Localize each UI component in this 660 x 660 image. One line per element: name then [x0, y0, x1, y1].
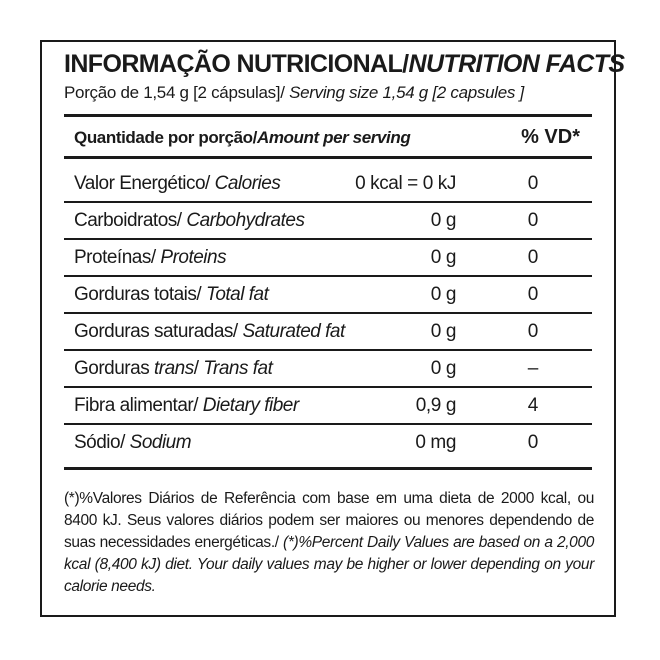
footnote-en: (*)%Percent Daily Values are based on a …	[64, 534, 594, 595]
nutrient-name: Sódio/ Sodium	[74, 432, 192, 454]
column-header-vd: % VD*	[521, 126, 580, 148]
title-en: NUTRITION FACTS	[408, 50, 626, 78]
nutrient-vd: –	[527, 358, 539, 379]
nutrient-name: Valor Energético/ Calories	[74, 173, 281, 195]
nutrient-amount: 0 g	[430, 321, 457, 342]
footnote-divider	[64, 467, 592, 470]
column-header-amount: Quantidade por porção/Amount per serving	[74, 128, 411, 148]
serving-pt: Porção de 1,54 g [2 cápsulas]/	[64, 83, 290, 102]
nutrient-amount: 0 g	[430, 210, 457, 231]
nutrient-name-en: Saturated fat	[242, 321, 345, 342]
nutrient-row-saturated-fat: Gorduras saturadas/ Saturated fat 0 g 0	[64, 314, 592, 351]
nutrient-vd: 0	[527, 284, 539, 305]
row-divider	[64, 423, 592, 425]
nutrient-name: Gorduras totais/ Total fat	[74, 284, 269, 306]
column-header-pt: Quantidade por porção/	[74, 128, 257, 147]
row-divider	[64, 312, 592, 314]
row-divider	[64, 386, 592, 388]
serving-size: Porção de 1,54 g [2 cápsulas]/ Serving s…	[64, 83, 524, 103]
nutrient-name-pt: Gorduras	[74, 358, 154, 379]
nutrient-amount: 0 g	[430, 284, 457, 305]
row-divider	[64, 201, 592, 203]
nutrient-row-carbohydrates: Carboidratos/ Carbohydrates 0 g 0	[64, 203, 592, 240]
nutrient-name-en: Carbohydrates	[186, 210, 305, 231]
serving-en: Serving size 1,54 g [2 capsules ]	[289, 83, 524, 102]
nutrient-row-trans-fat: Gorduras trans/ Trans fat 0 g –	[64, 351, 592, 388]
nutrient-vd: 4	[527, 395, 539, 416]
nutrient-vd: 0	[527, 321, 539, 342]
nutrient-name-en: Total fat	[205, 284, 269, 305]
nutrient-name-pt: Sódio/	[74, 432, 130, 453]
nutrient-amount: 0 kcal = 0 kJ	[355, 173, 456, 194]
nutrient-name-pt: Gorduras totais/	[74, 284, 206, 305]
nutrient-name: Proteínas/ Proteins	[74, 247, 227, 269]
row-divider	[64, 238, 592, 240]
nutrient-name-en: Dietary fiber	[202, 395, 299, 416]
nutrient-name-en: Sodium	[129, 432, 192, 453]
row-divider	[64, 349, 592, 351]
nutrient-name-pt: Proteínas/	[74, 247, 161, 268]
footnote: (*)%Valores Diários de Referência com ba…	[64, 488, 594, 598]
row-divider	[64, 275, 592, 277]
label-title: INFORMAÇÃO NUTRICIONAL/NUTRITION FACTS	[64, 50, 625, 79]
nutrient-name-pt: Valor Energético/	[74, 173, 215, 194]
nutrient-name-pt: Fibra alimentar/	[74, 395, 203, 416]
title-pt: INFORMAÇÃO NUTRICIONAL/	[64, 50, 409, 78]
nutrient-row-proteins: Proteínas/ Proteins 0 g 0	[64, 240, 592, 277]
nutrient-name-en: Trans fat	[203, 358, 273, 379]
nutrient-vd: 0	[527, 210, 539, 231]
header-divider-top	[64, 114, 592, 117]
nutrient-amount: 0 g	[430, 358, 457, 379]
nutrient-row-calories: Valor Energético/ Calories 0 kcal = 0 kJ…	[64, 166, 592, 203]
header-divider-bottom	[64, 156, 592, 159]
nutrient-name-en: Calories	[214, 173, 281, 194]
nutrient-name: Gorduras trans/ Trans fat	[74, 358, 273, 380]
nutrient-row-dietary-fiber: Fibra alimentar/ Dietary fiber 0,9 g 4	[64, 388, 592, 425]
nutrient-name-en: Proteins	[160, 247, 227, 268]
nutrient-amount: 0 g	[430, 247, 457, 268]
nutrient-row-total-fat: Gorduras totais/ Total fat 0 g 0	[64, 277, 592, 314]
nutrient-name: Fibra alimentar/ Dietary fiber	[74, 395, 299, 417]
column-header-en: Amount per serving	[256, 128, 411, 147]
nutrient-amount: 0 mg	[415, 432, 456, 453]
nutrient-name-pt: Gorduras saturadas/	[74, 321, 243, 342]
nutrient-name-pt: Carboidratos/	[74, 210, 187, 231]
nutrient-vd: 0	[527, 247, 539, 268]
nutrient-name: Gorduras saturadas/ Saturated fat	[74, 321, 345, 343]
footnote-pt: (*)%Valores Diários de Referência com ba…	[64, 490, 594, 551]
nutrient-name-pt-italic: trans	[153, 358, 194, 379]
nutrient-vd: 0	[527, 432, 539, 453]
nutrient-name-pt-after: /	[193, 358, 204, 379]
nutrient-row-sodium: Sódio/ Sodium 0 mg 0	[64, 425, 592, 462]
nutrient-vd: 0	[527, 173, 539, 194]
nutrient-name: Carboidratos/ Carbohydrates	[74, 210, 305, 232]
nutrition-label: INFORMAÇÃO NUTRICIONAL/NUTRITION FACTS P…	[40, 40, 625, 617]
nutrient-amount: 0,9 g	[415, 395, 457, 416]
